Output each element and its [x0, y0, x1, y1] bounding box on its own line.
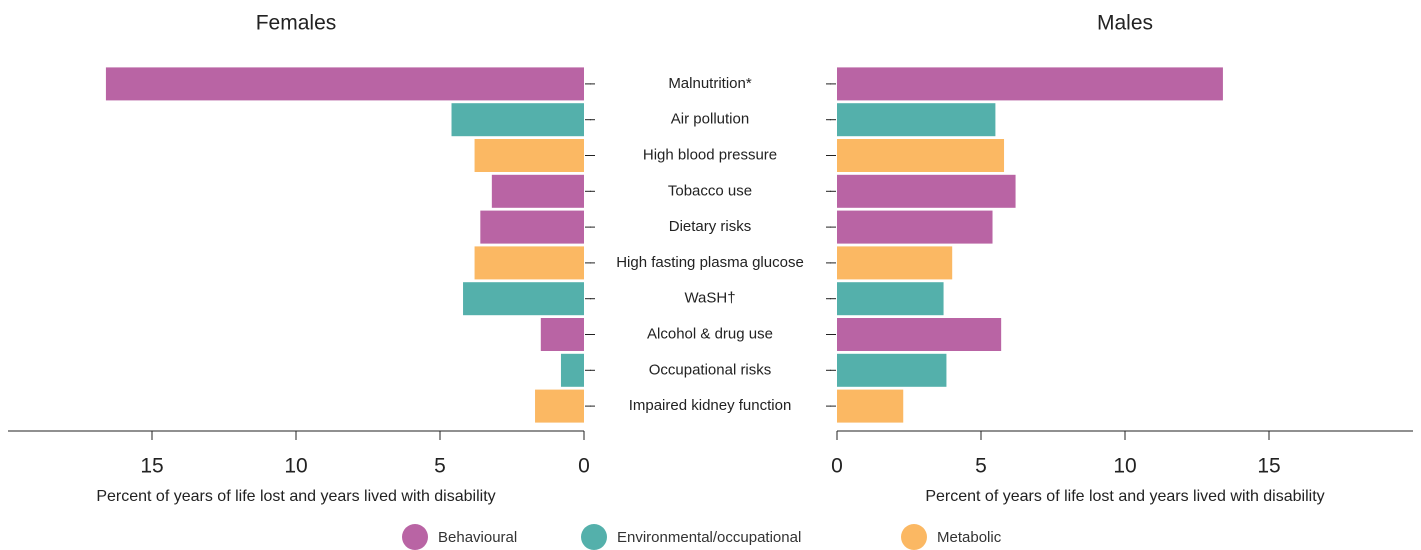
category-label: High blood pressure [643, 146, 777, 163]
x-tick-label: 15 [1257, 455, 1280, 478]
bar [837, 246, 953, 280]
bar [451, 103, 584, 137]
bar [837, 139, 1005, 172]
bar [474, 139, 584, 172]
legend-swatch [581, 524, 607, 550]
x-tick-label: 0 [831, 455, 843, 478]
bar [837, 210, 993, 244]
category-label: Malnutrition* [668, 75, 752, 92]
x-tick-label: 15 [140, 455, 163, 478]
legend-label: Behavioural [438, 529, 517, 546]
category-label: Alcohol & drug use [647, 325, 773, 342]
bar [837, 353, 947, 387]
x-tick-label: 10 [1113, 455, 1136, 478]
panel-title: Males [1097, 12, 1153, 35]
panel-title: Females [256, 12, 337, 35]
category-label: High fasting plasma glucose [616, 254, 804, 271]
bar [540, 318, 584, 351]
category-label: Air pollution [671, 111, 749, 128]
bar [105, 67, 585, 101]
bar [837, 318, 1002, 351]
x-tick-label: 5 [434, 455, 446, 478]
x-tick-label: 5 [975, 455, 987, 478]
category-label: Tobacco use [668, 182, 752, 199]
bar [463, 282, 584, 316]
category-label: Occupational risks [649, 361, 772, 378]
bar [837, 174, 1016, 208]
bar [560, 353, 584, 387]
category-label: Impaired kidney function [629, 397, 792, 414]
legend-label: Environmental/occupational [617, 529, 801, 546]
category-label: WaSH† [684, 290, 735, 307]
x-tick-label: 0 [578, 455, 590, 478]
legend-label: Metabolic [937, 529, 1002, 546]
x-axis-label: Percent of years of life lost and years … [96, 488, 495, 505]
bar [535, 389, 584, 423]
bar [480, 210, 584, 244]
bar [837, 67, 1223, 101]
category-label: Dietary risks [669, 218, 752, 235]
legend-swatch [901, 524, 927, 550]
bar [837, 282, 944, 316]
bar [837, 103, 996, 137]
x-tick-label: 10 [284, 455, 307, 478]
bar [491, 174, 584, 208]
legend-swatch [402, 524, 428, 550]
x-axis-label: Percent of years of life lost and years … [925, 488, 1324, 505]
bar [474, 246, 584, 280]
bar [837, 389, 904, 423]
